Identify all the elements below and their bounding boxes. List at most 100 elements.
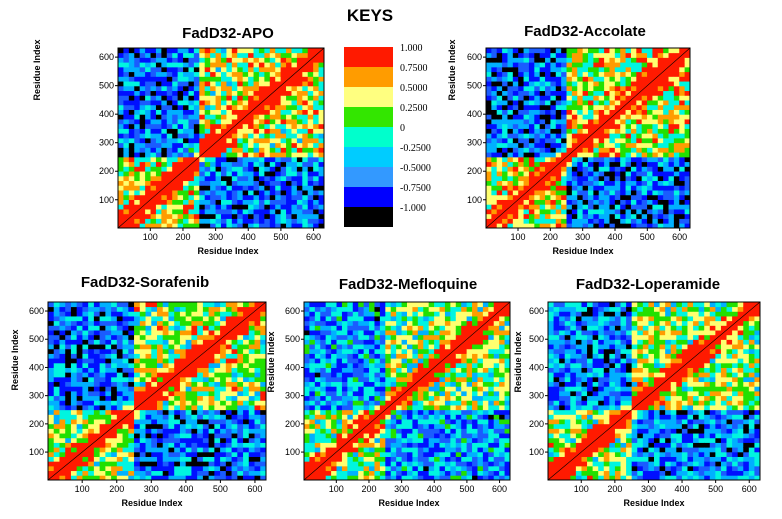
heatmap-cell bbox=[291, 185, 298, 191]
heatmap-cell bbox=[307, 209, 314, 215]
heatmap-cell bbox=[48, 423, 55, 429]
heatmap-cell bbox=[53, 325, 60, 331]
heatmap-cell bbox=[275, 114, 282, 120]
heatmap-cell bbox=[518, 66, 524, 73]
heatmap-cell bbox=[518, 147, 524, 153]
heatmap-cell bbox=[336, 442, 343, 448]
heatmap-cell bbox=[260, 330, 267, 336]
heatmap-cell bbox=[625, 76, 632, 82]
heatmap-cell bbox=[336, 311, 343, 317]
heatmap-cell bbox=[204, 175, 211, 182]
heatmap-cell bbox=[486, 123, 492, 129]
heatmap-cell bbox=[168, 353, 175, 359]
heatmap-cell bbox=[555, 81, 562, 87]
heatmap-cell bbox=[647, 156, 653, 163]
heatmap-cell bbox=[620, 133, 626, 139]
heatmap-cell bbox=[139, 395, 146, 401]
heatmap-cell bbox=[128, 218, 135, 224]
heatmap-cell bbox=[647, 190, 653, 196]
heatmap-cell bbox=[166, 57, 173, 63]
heatmap-cell bbox=[191, 400, 198, 406]
heatmap-cell bbox=[318, 138, 325, 144]
heatmap-cell bbox=[296, 100, 303, 106]
heatmap-cell bbox=[172, 161, 179, 167]
heatmap-cell bbox=[314, 320, 321, 326]
heatmap-cell bbox=[88, 367, 95, 373]
heatmap-cell bbox=[105, 358, 112, 364]
heatmap-cell bbox=[614, 71, 621, 77]
heatmap-cell bbox=[155, 85, 162, 92]
heatmap-cell bbox=[318, 133, 325, 139]
heatmap-cell bbox=[331, 353, 337, 359]
heatmap-cell bbox=[325, 451, 332, 457]
heatmap-cell bbox=[155, 213, 162, 219]
heatmap-cell bbox=[609, 109, 616, 115]
heatmap-cell bbox=[313, 209, 319, 215]
heatmap-cell bbox=[65, 470, 72, 476]
heatmap-cell bbox=[122, 367, 129, 373]
heatmap-cell bbox=[512, 185, 519, 191]
heatmap-cell bbox=[550, 161, 557, 167]
heatmap-cell bbox=[172, 114, 179, 120]
heatmap-cell bbox=[374, 442, 381, 448]
heatmap-cell bbox=[363, 451, 370, 457]
heatmap-cell bbox=[248, 147, 254, 153]
heatmap-cell bbox=[193, 119, 200, 125]
heatmap-cell bbox=[65, 358, 72, 364]
heatmap-cell bbox=[172, 133, 179, 139]
heatmap-cell bbox=[641, 81, 648, 87]
heatmap-cell bbox=[318, 76, 325, 82]
heatmap-cell bbox=[286, 161, 292, 167]
heatmap-cell bbox=[118, 90, 124, 96]
heatmap-cell bbox=[168, 391, 175, 397]
heatmap-cell bbox=[550, 104, 557, 110]
heatmap-cell bbox=[258, 152, 265, 158]
heatmap-cell bbox=[145, 339, 152, 345]
heatmap-cell bbox=[571, 161, 578, 167]
heatmap-cell bbox=[93, 330, 101, 336]
heatmap-cell bbox=[134, 95, 141, 101]
heatmap-cell bbox=[286, 57, 292, 63]
heatmap-cell bbox=[264, 104, 271, 110]
heatmap-cell bbox=[593, 204, 600, 210]
heatmap-cell bbox=[625, 123, 632, 129]
heatmap-cell bbox=[571, 119, 578, 125]
heatmap-cell bbox=[53, 465, 60, 472]
heatmap-cell bbox=[231, 391, 238, 397]
heatmap-cell bbox=[369, 409, 375, 415]
heatmap-cell bbox=[197, 386, 204, 392]
heatmap-cell bbox=[636, 100, 643, 106]
heatmap-cell bbox=[99, 465, 106, 472]
heatmap-cell bbox=[168, 437, 175, 443]
heatmap-cell bbox=[151, 344, 158, 350]
heatmap-cell bbox=[118, 204, 124, 210]
heatmap-cell bbox=[561, 204, 567, 210]
heatmap-cell bbox=[507, 213, 514, 219]
heatmap-cell bbox=[320, 442, 327, 448]
heatmap-cell bbox=[231, 423, 238, 429]
x-tick-label: 500 bbox=[640, 232, 655, 242]
heatmap-cell bbox=[496, 90, 503, 96]
heatmap-cell bbox=[220, 456, 227, 462]
heatmap-cell bbox=[242, 128, 249, 134]
heatmap-cell bbox=[248, 85, 254, 92]
heatmap-cell bbox=[145, 302, 152, 308]
heatmap-cell bbox=[555, 180, 562, 186]
heatmap-cell bbox=[237, 456, 244, 462]
heatmap-cell bbox=[123, 180, 130, 186]
heatmap-cell bbox=[652, 209, 659, 215]
heatmap-cell bbox=[652, 204, 659, 210]
heatmap-cell bbox=[336, 409, 343, 415]
heatmap-cell bbox=[296, 52, 303, 58]
heatmap-cell bbox=[260, 437, 267, 443]
heatmap-cell bbox=[523, 147, 530, 153]
heatmap-cell bbox=[214, 465, 221, 472]
heatmap-cell bbox=[363, 470, 370, 476]
heatmap-cell bbox=[491, 171, 498, 177]
heatmap-cell bbox=[166, 119, 173, 125]
heatmap-cell bbox=[155, 161, 162, 167]
heatmap-cell bbox=[220, 367, 227, 373]
heatmap-cell bbox=[191, 353, 198, 359]
heatmap-cell bbox=[286, 119, 292, 125]
heatmap-cell bbox=[657, 90, 664, 96]
